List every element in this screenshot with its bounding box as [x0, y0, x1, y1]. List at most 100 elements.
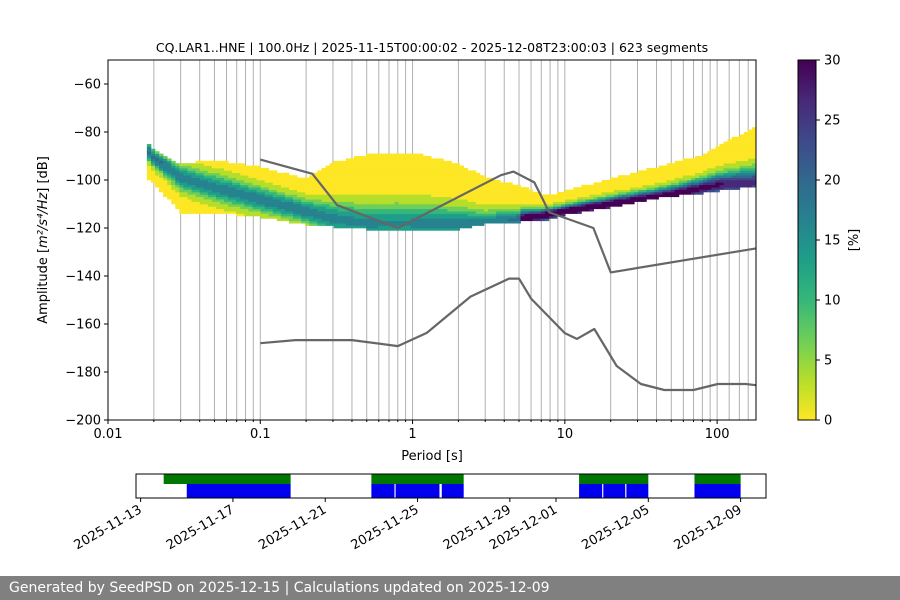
heatmap-cell: [532, 204, 538, 207]
y-tick-label: −140: [65, 270, 101, 285]
heatmap-cell: [443, 180, 448, 183]
heatmap-cell: [475, 211, 481, 214]
heatmap-cell: [467, 216, 473, 219]
heatmap-cell: [353, 220, 359, 224]
heatmap-cell: [203, 206, 209, 210]
heatmap-cell: [362, 225, 367, 229]
heatmap-cell: [410, 160, 416, 164]
heatmap-cell: [751, 160, 756, 164]
heatmap-cell: [215, 177, 221, 181]
heatmap-cell: [329, 172, 335, 176]
heatmap-cell: [248, 187, 253, 190]
heatmap-cell: [398, 216, 404, 219]
heatmap-cell: [146, 144, 152, 147]
heatmap-cell: [232, 206, 237, 210]
heatmap-cell: [199, 168, 205, 171]
heatmap-cell: [719, 184, 724, 188]
heatmap-cell: [390, 189, 395, 193]
heatmap-cell: [423, 225, 428, 229]
heatmap-cell: [512, 184, 517, 188]
heatmap-cell: [228, 172, 233, 176]
heatmap-cell: [353, 225, 359, 229]
heatmap-cell: [703, 184, 708, 188]
heatmap-cell: [191, 170, 197, 174]
heatmap-cell: [747, 156, 753, 159]
heatmap-cell: [642, 189, 647, 193]
heatmap-cell: [382, 156, 387, 159]
heatmap-cell: [471, 216, 477, 219]
heatmap-cell: [731, 144, 737, 147]
heatmap-cell: [284, 187, 290, 190]
heatmap-cell: [406, 175, 412, 178]
heatmap-cell: [459, 187, 465, 190]
heatmap-cell: [695, 184, 700, 188]
heatmap-cell: [406, 213, 412, 217]
heatmap-cell: [248, 208, 253, 212]
heatmap-cell: [248, 184, 253, 188]
heatmap-cell: [301, 208, 306, 212]
heatmap-cell: [150, 177, 156, 181]
heatmap-cell: [747, 184, 753, 188]
heatmap-cell: [349, 194, 355, 198]
heatmap-cell: [475, 201, 481, 205]
heatmap-cell: [378, 156, 383, 159]
heatmap-cell: [707, 156, 712, 159]
heatmap-cell: [167, 177, 172, 181]
heatmap-cell: [317, 199, 322, 202]
heatmap-cell: [301, 187, 306, 190]
heatmap-cell: [154, 172, 160, 176]
heatmap-cell: [423, 168, 428, 171]
heatmap-cell: [390, 228, 395, 231]
heatmap-cell: [309, 199, 314, 202]
heatmap-cell: [747, 134, 753, 138]
heatmap-cell: [207, 177, 213, 181]
heatmap-cell: [504, 220, 509, 224]
heatmap-cell: [345, 218, 351, 222]
heatmap-cell: [711, 160, 716, 164]
heatmap-cell: [605, 199, 611, 202]
heatmap-cell: [463, 211, 469, 214]
heatmap-cell: [211, 165, 217, 169]
heatmap-cell: [325, 175, 331, 178]
heatmap-cell: [443, 192, 448, 195]
heatmap-cell: [256, 175, 261, 178]
heatmap-cell: [414, 153, 420, 157]
heatmap-cell: [321, 168, 326, 171]
heatmap-cell: [451, 213, 456, 217]
heatmap-cell: [264, 177, 270, 181]
heatmap-cell: [219, 206, 225, 210]
heatmap-cell: [500, 218, 505, 222]
heatmap-cell: [500, 182, 505, 186]
heatmap-cell: [455, 189, 460, 193]
heatmap-cell: [508, 220, 513, 224]
heatmap-cell: [370, 223, 375, 226]
heatmap-cell: [439, 189, 444, 193]
heatmap-cell: [455, 206, 460, 210]
heatmap-cell: [743, 156, 749, 159]
heatmap-cell: [260, 201, 266, 205]
heatmap-cell: [459, 223, 465, 226]
heatmap-cell: [313, 206, 318, 210]
heatmap-cell: [341, 218, 347, 222]
heatmap-cell: [179, 163, 184, 166]
heatmap-cell: [256, 172, 261, 176]
heatmap-cell: [353, 175, 359, 178]
heatmap-cell: [370, 182, 375, 186]
heatmap-cell: [333, 199, 339, 202]
heatmap-cell: [414, 170, 420, 174]
heatmap-cell: [341, 182, 347, 186]
heatmap-cell: [211, 196, 217, 200]
heatmap-cell: [353, 204, 359, 207]
heatmap-cell: [341, 208, 347, 212]
heatmap-cell: [268, 184, 274, 188]
heatmap-cell: [504, 218, 509, 222]
timeline-date-label: 2025-12-09: [672, 502, 745, 553]
heatmap-cell: [569, 208, 574, 212]
heatmap-cell: [402, 177, 408, 181]
heatmap-cell: [650, 194, 655, 198]
heatmap-cell: [540, 204, 546, 207]
heatmap-cell: [435, 168, 440, 171]
heatmap-cell: [617, 196, 623, 200]
heatmap-cell: [646, 175, 651, 178]
heatmap-cell: [414, 192, 420, 195]
